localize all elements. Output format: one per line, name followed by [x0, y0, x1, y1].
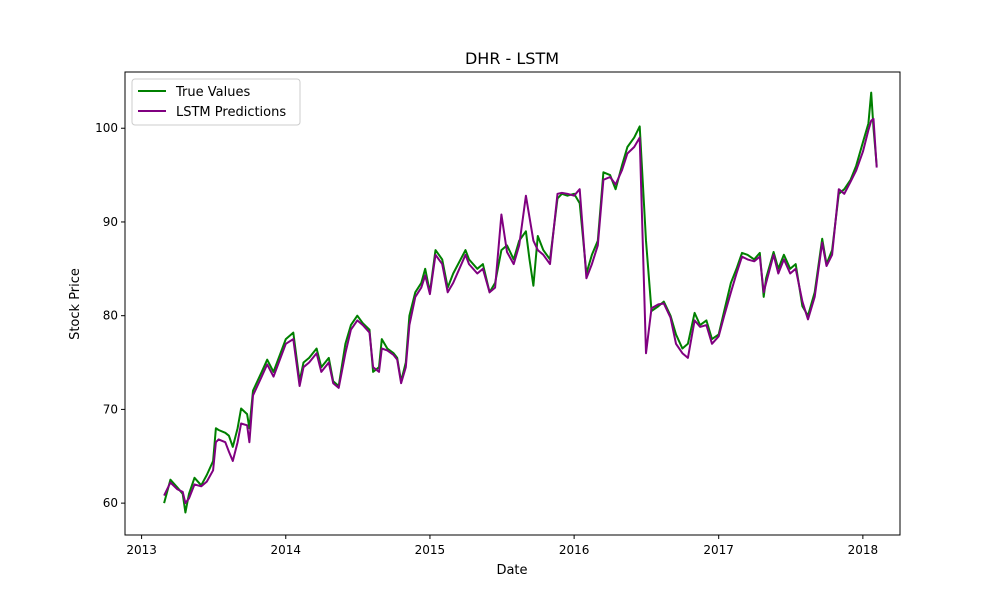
y-axis: 60 70 80 90 100 [95, 121, 125, 510]
legend: True Values LSTM Predictions [131, 78, 301, 126]
x-axis-label: Date [496, 563, 527, 578]
x-tick-label: 2016 [559, 543, 590, 557]
x-tick-label: 2015 [415, 543, 446, 557]
legend-box [131, 78, 301, 126]
x-axis: 2013 2014 2015 2016 2017 2018 [126, 535, 878, 557]
x-tick-label: 2014 [270, 543, 301, 557]
series-line-1 [163, 117, 878, 505]
y-tick-label: 90 [103, 215, 118, 229]
y-tick-label: 80 [103, 309, 118, 323]
plot-area [124, 71, 901, 536]
y-tick-label: 100 [95, 121, 118, 135]
y-tick-label: 70 [103, 402, 118, 416]
x-tick-label: 2013 [126, 543, 157, 557]
x-tick-label: 2018 [848, 543, 879, 557]
plot-frame [124, 71, 901, 536]
chart-title: DHR - LSTM [465, 49, 559, 68]
legend-label-true-values: True Values [175, 85, 250, 100]
y-axis-label: Stock Price [68, 268, 83, 340]
legend-label-lstm-predictions: LSTM Predictions [176, 105, 286, 120]
y-tick-label: 60 [103, 496, 118, 510]
x-tick-label: 2017 [703, 543, 734, 557]
series-layer [163, 91, 878, 514]
